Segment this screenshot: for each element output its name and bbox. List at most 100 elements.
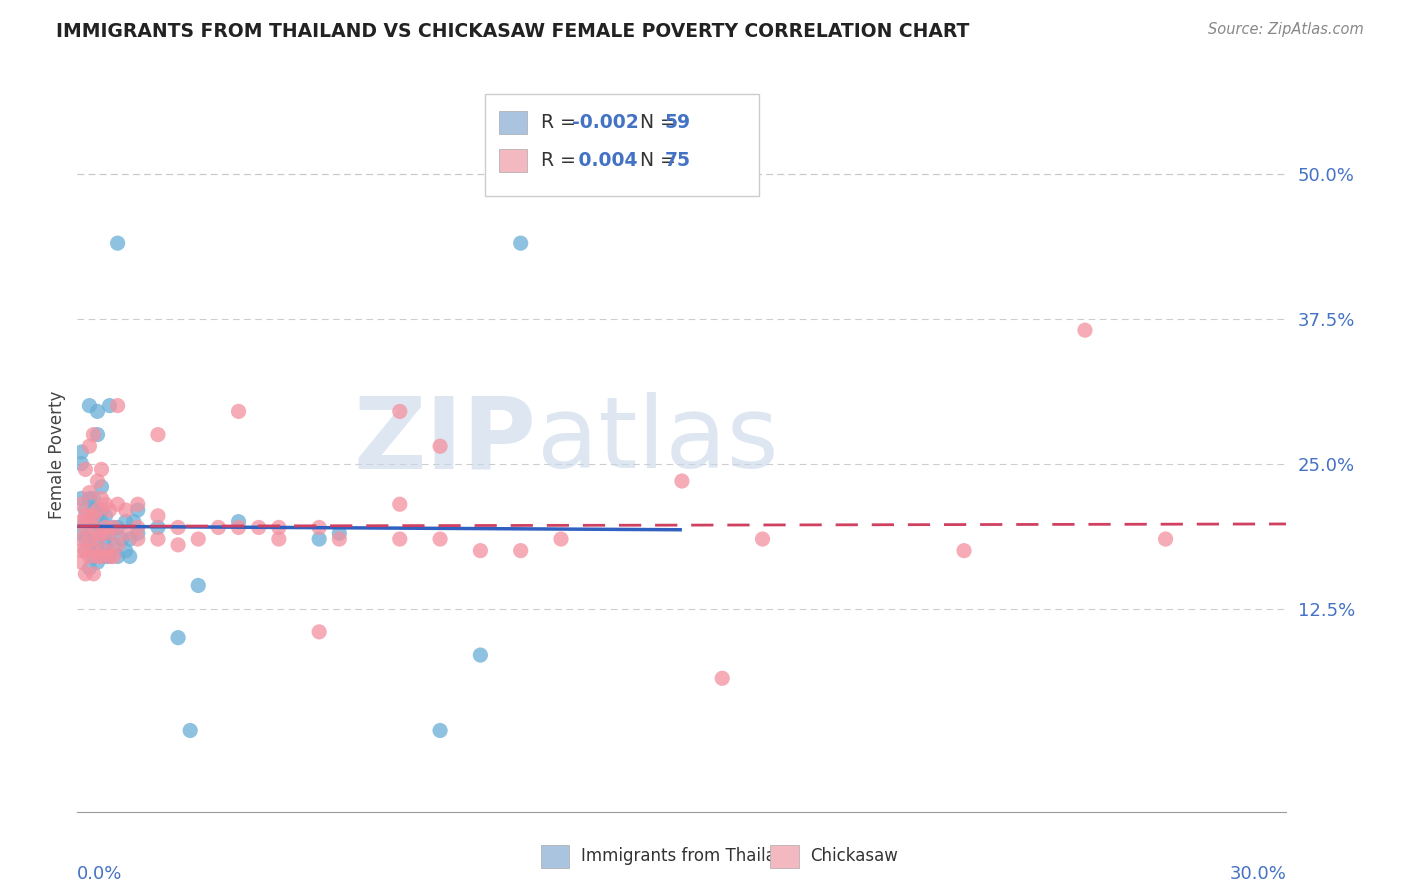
Text: Immigrants from Thailand: Immigrants from Thailand <box>581 847 796 865</box>
Point <box>228 404 250 418</box>
Point <box>79 515 101 529</box>
Point <box>82 526 104 541</box>
Text: Source: ZipAtlas.com: Source: ZipAtlas.com <box>1208 22 1364 37</box>
Point <box>98 549 121 564</box>
Point <box>79 491 101 506</box>
Point <box>79 399 101 413</box>
Point <box>90 526 112 541</box>
Point <box>114 515 136 529</box>
Point <box>267 520 290 534</box>
Point <box>94 508 117 523</box>
Y-axis label: Female Poverty: Female Poverty <box>48 391 66 519</box>
Point <box>751 532 773 546</box>
Point <box>75 508 97 523</box>
Text: R =: R = <box>541 112 582 132</box>
Point <box>167 631 190 645</box>
Point <box>86 404 108 418</box>
Point <box>82 503 104 517</box>
Point <box>90 526 112 541</box>
Point <box>75 543 97 558</box>
Point <box>118 532 141 546</box>
Point <box>146 520 169 534</box>
Point <box>429 723 451 738</box>
Point <box>82 566 104 581</box>
Point <box>187 578 209 592</box>
Text: 0.004: 0.004 <box>572 151 638 170</box>
Point <box>328 526 350 541</box>
Point <box>70 497 93 511</box>
Point <box>127 503 149 517</box>
Point <box>98 526 121 541</box>
Point <box>228 520 250 534</box>
Text: -0.002: -0.002 <box>572 112 638 132</box>
Point <box>82 427 104 442</box>
Point <box>82 491 104 506</box>
Text: R =: R = <box>541 151 582 170</box>
Point <box>82 549 104 564</box>
Point <box>207 520 229 534</box>
Point <box>90 515 112 529</box>
Point <box>107 520 129 534</box>
Point <box>114 503 136 517</box>
Point <box>107 549 129 564</box>
Point <box>79 538 101 552</box>
Point <box>90 480 112 494</box>
Point <box>328 532 350 546</box>
Point <box>94 520 117 534</box>
Point <box>94 543 117 558</box>
Point <box>114 526 136 541</box>
Point <box>79 508 101 523</box>
Point <box>86 515 108 529</box>
Text: 30.0%: 30.0% <box>1230 865 1286 883</box>
Point <box>228 515 250 529</box>
Point <box>388 497 411 511</box>
Point <box>103 549 125 564</box>
Point <box>94 549 117 564</box>
Point <box>127 526 149 541</box>
Point <box>79 439 101 453</box>
Point <box>90 549 112 564</box>
Point <box>103 538 125 552</box>
Point <box>1074 323 1097 337</box>
Point <box>308 624 330 639</box>
Point <box>75 503 97 517</box>
Point <box>107 236 129 251</box>
Point <box>388 532 411 546</box>
Point <box>167 520 190 534</box>
Point <box>82 508 104 523</box>
Point <box>107 538 129 552</box>
Point <box>82 543 104 558</box>
Point <box>75 566 97 581</box>
Point <box>86 503 108 517</box>
Point <box>82 520 104 534</box>
Point <box>98 503 121 517</box>
Point <box>86 474 108 488</box>
Point <box>107 497 129 511</box>
Point <box>247 520 270 534</box>
Text: ZIP: ZIP <box>354 392 537 489</box>
Point <box>94 497 117 511</box>
Text: 0.0%: 0.0% <box>77 865 122 883</box>
Point <box>79 485 101 500</box>
Point <box>70 457 93 471</box>
Point <box>470 543 492 558</box>
Point <box>70 543 93 558</box>
Point <box>107 399 129 413</box>
Point <box>146 532 169 546</box>
Point <box>75 520 97 534</box>
Point <box>187 532 209 546</box>
Point <box>90 462 112 476</box>
Point <box>75 543 97 558</box>
Point <box>953 543 976 558</box>
Point <box>429 532 451 546</box>
Text: N =: N = <box>628 112 682 132</box>
Point <box>82 515 104 529</box>
Point <box>86 549 108 564</box>
Point <box>94 538 117 552</box>
Point <box>146 427 169 442</box>
Point <box>470 648 492 662</box>
Point <box>70 526 93 541</box>
Point <box>711 671 734 685</box>
Point <box>86 427 108 442</box>
Point <box>86 538 108 552</box>
